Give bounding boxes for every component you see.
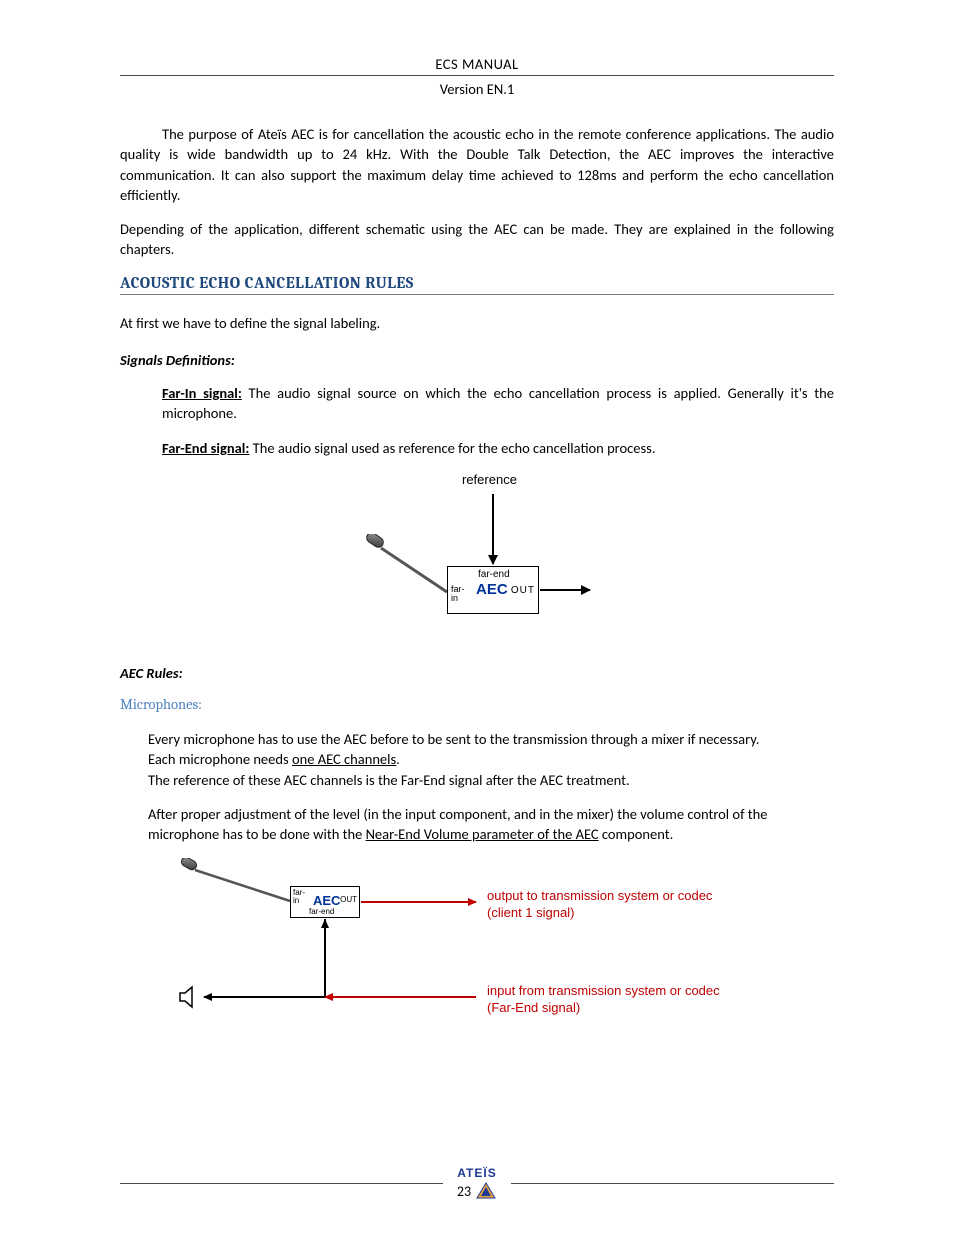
output-label: output to transmission system or codec(c… bbox=[487, 888, 712, 922]
out-arrow bbox=[540, 589, 590, 591]
rules-p1c: The reference of these AEC channels is t… bbox=[148, 770, 834, 790]
farin-text: The audio signal source on which the ech… bbox=[162, 384, 834, 422]
input-label: input from transmission system or codec(… bbox=[487, 983, 720, 1017]
aec-diagram-1: reference far-end AEC far- in OUT bbox=[337, 472, 617, 642]
intro-paragraph-2: Depending of the application, different … bbox=[120, 219, 834, 260]
farend-definition: Far-End signal: The audio signal used as… bbox=[162, 438, 834, 458]
farend-text: The audio signal used as reference for t… bbox=[249, 439, 655, 457]
page-footer: ATEÏS 23 bbox=[120, 1166, 834, 1200]
farend-port-label: far-end bbox=[309, 907, 334, 916]
section-heading: ACOUSTIC ECHO CANCELLATION RULES bbox=[120, 274, 834, 295]
out-port-label: OUT bbox=[511, 585, 535, 596]
section-lead: At first we have to define the signal la… bbox=[120, 313, 834, 333]
reference-label: reference bbox=[462, 472, 517, 487]
intro-paragraph-1: The purpose of Ateïs AEC is for cancella… bbox=[120, 124, 834, 205]
header-rule bbox=[120, 75, 834, 76]
footer-rule-left bbox=[120, 1183, 443, 1184]
farin-definition: Far-In signal: The audio signal source o… bbox=[162, 383, 834, 424]
farend-port-label: far-end bbox=[478, 569, 510, 580]
farend-vertical-arrow bbox=[324, 919, 326, 997]
farend-label: Far-End signal: bbox=[162, 439, 249, 457]
input-arrow bbox=[325, 996, 476, 998]
output-arrow bbox=[361, 901, 476, 903]
signals-definitions-title: Signals Definitions: bbox=[120, 351, 834, 369]
speaker-arrow bbox=[204, 996, 325, 998]
doc-title: ECS MANUAL bbox=[120, 55, 834, 73]
brand-name: ATEÏS bbox=[457, 1166, 496, 1180]
page-number: 23 bbox=[457, 1183, 471, 1200]
rules-p1b: Each microphone needs one AEC channels. bbox=[148, 749, 834, 769]
farin-port-label: far- in bbox=[293, 889, 305, 905]
brand-logo-icon bbox=[475, 1182, 497, 1200]
microphone-icon bbox=[365, 534, 455, 604]
aec-diagram-2: far- in AEC OUT far-end output to transm… bbox=[180, 858, 820, 1028]
farin-label: Far-In signal: bbox=[162, 384, 242, 402]
aec-label: AEC bbox=[476, 581, 508, 598]
reference-arrow bbox=[492, 494, 494, 564]
out-port-label: OUT bbox=[340, 895, 357, 904]
farin-port-label: far- in bbox=[451, 585, 465, 603]
rules-block-1: Every microphone has to use the AEC befo… bbox=[148, 729, 834, 790]
microphone-icon bbox=[180, 858, 295, 906]
footer-rule-right bbox=[511, 1183, 834, 1184]
speaker-icon bbox=[178, 985, 202, 1009]
doc-version: Version EN.1 bbox=[120, 80, 834, 98]
aec-label: AEC bbox=[313, 893, 340, 908]
aec-rules-title: AEC Rules: bbox=[120, 664, 834, 682]
microphones-subsection: Microphones: bbox=[120, 696, 834, 713]
rules-p1a: Every microphone has to use the AEC befo… bbox=[148, 729, 834, 749]
rules-block-2: After proper adjustment of the level (in… bbox=[148, 804, 834, 845]
aec-box: far-end AEC far- in OUT bbox=[447, 566, 539, 614]
aec-box: far- in AEC OUT far-end bbox=[290, 886, 360, 918]
